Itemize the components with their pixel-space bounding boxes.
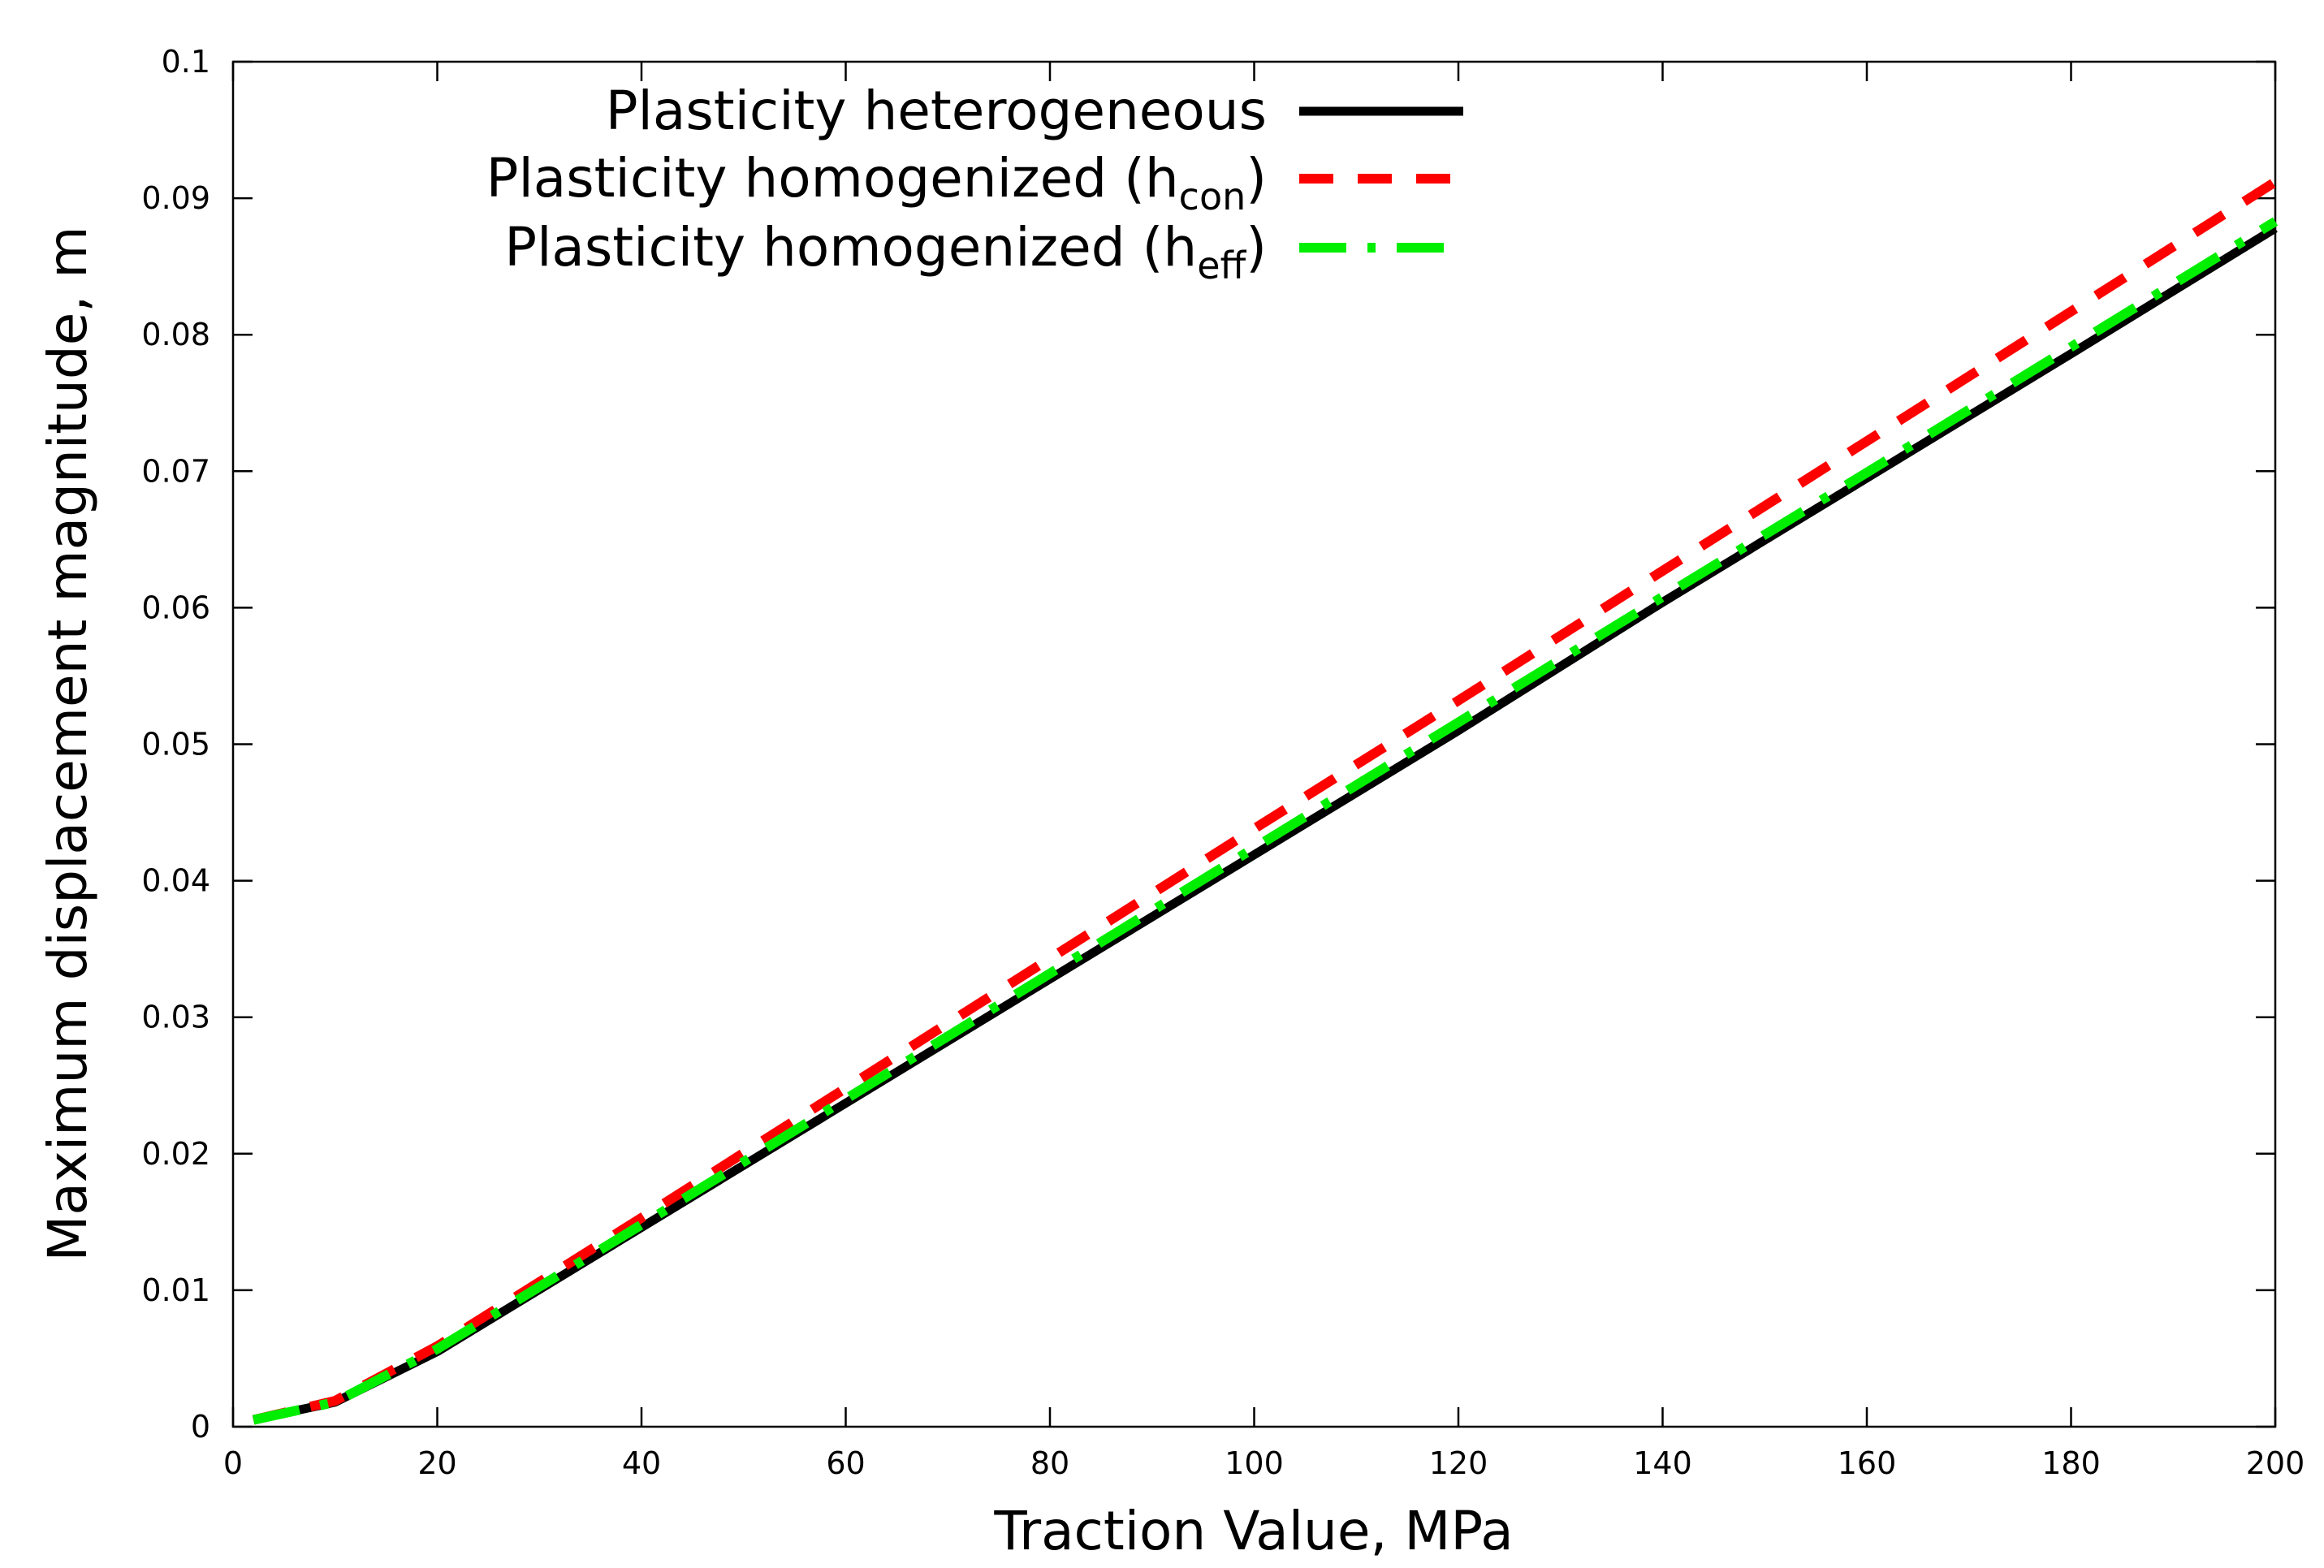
- x-tick-label: 0: [223, 1445, 243, 1481]
- y-tick-label: 0.02: [141, 1136, 210, 1172]
- x-tick-label: 100: [1225, 1445, 1284, 1481]
- legend-label-2: Plasticity homogenized (hcon): [486, 147, 1267, 218]
- legend-label-1: Plasticity heterogeneous: [606, 80, 1267, 142]
- x-tick-label: 40: [622, 1445, 661, 1481]
- y-tick-label: 0.06: [141, 590, 210, 625]
- x-tick-label: 160: [1838, 1445, 1897, 1481]
- y-tick-label: 0.04: [141, 863, 210, 899]
- x-tick-label: 80: [1030, 1445, 1069, 1481]
- y-axis-label: Maximum displacement magnitude, m: [37, 226, 99, 1261]
- y-tick-label: 0.03: [141, 1000, 210, 1035]
- x-tick-label: 20: [417, 1445, 456, 1481]
- x-tick-label: 200: [2246, 1445, 2305, 1481]
- x-axis-label: Traction Value, MPa: [993, 1500, 1513, 1562]
- y-tick-label: 0.05: [141, 727, 210, 762]
- y-tick-label: 0: [191, 1409, 210, 1445]
- y-tick-label: 0.08: [141, 317, 210, 352]
- series-lines: [252, 177, 2279, 1425]
- x-tick-label: 60: [826, 1445, 865, 1481]
- x-tick-label: 120: [1429, 1445, 1488, 1481]
- x-tick-label: 140: [1633, 1445, 1692, 1481]
- y-tick-label: 0.07: [141, 453, 210, 489]
- y-tick-label: 0.09: [141, 180, 210, 216]
- axis-ticks: 0 20 40 60 80 100 120 140 160 180 200 0 0.01 0.02 0.03…: [141, 44, 2305, 1481]
- legend-label-3: Plasticity homogenized (heff): [504, 216, 1267, 287]
- y-tick-label: 0.01: [141, 1272, 210, 1308]
- x-tick-label: 180: [2041, 1445, 2101, 1481]
- y-tick-label: 0.1: [162, 44, 210, 80]
- series-line-2: [252, 177, 2279, 1425]
